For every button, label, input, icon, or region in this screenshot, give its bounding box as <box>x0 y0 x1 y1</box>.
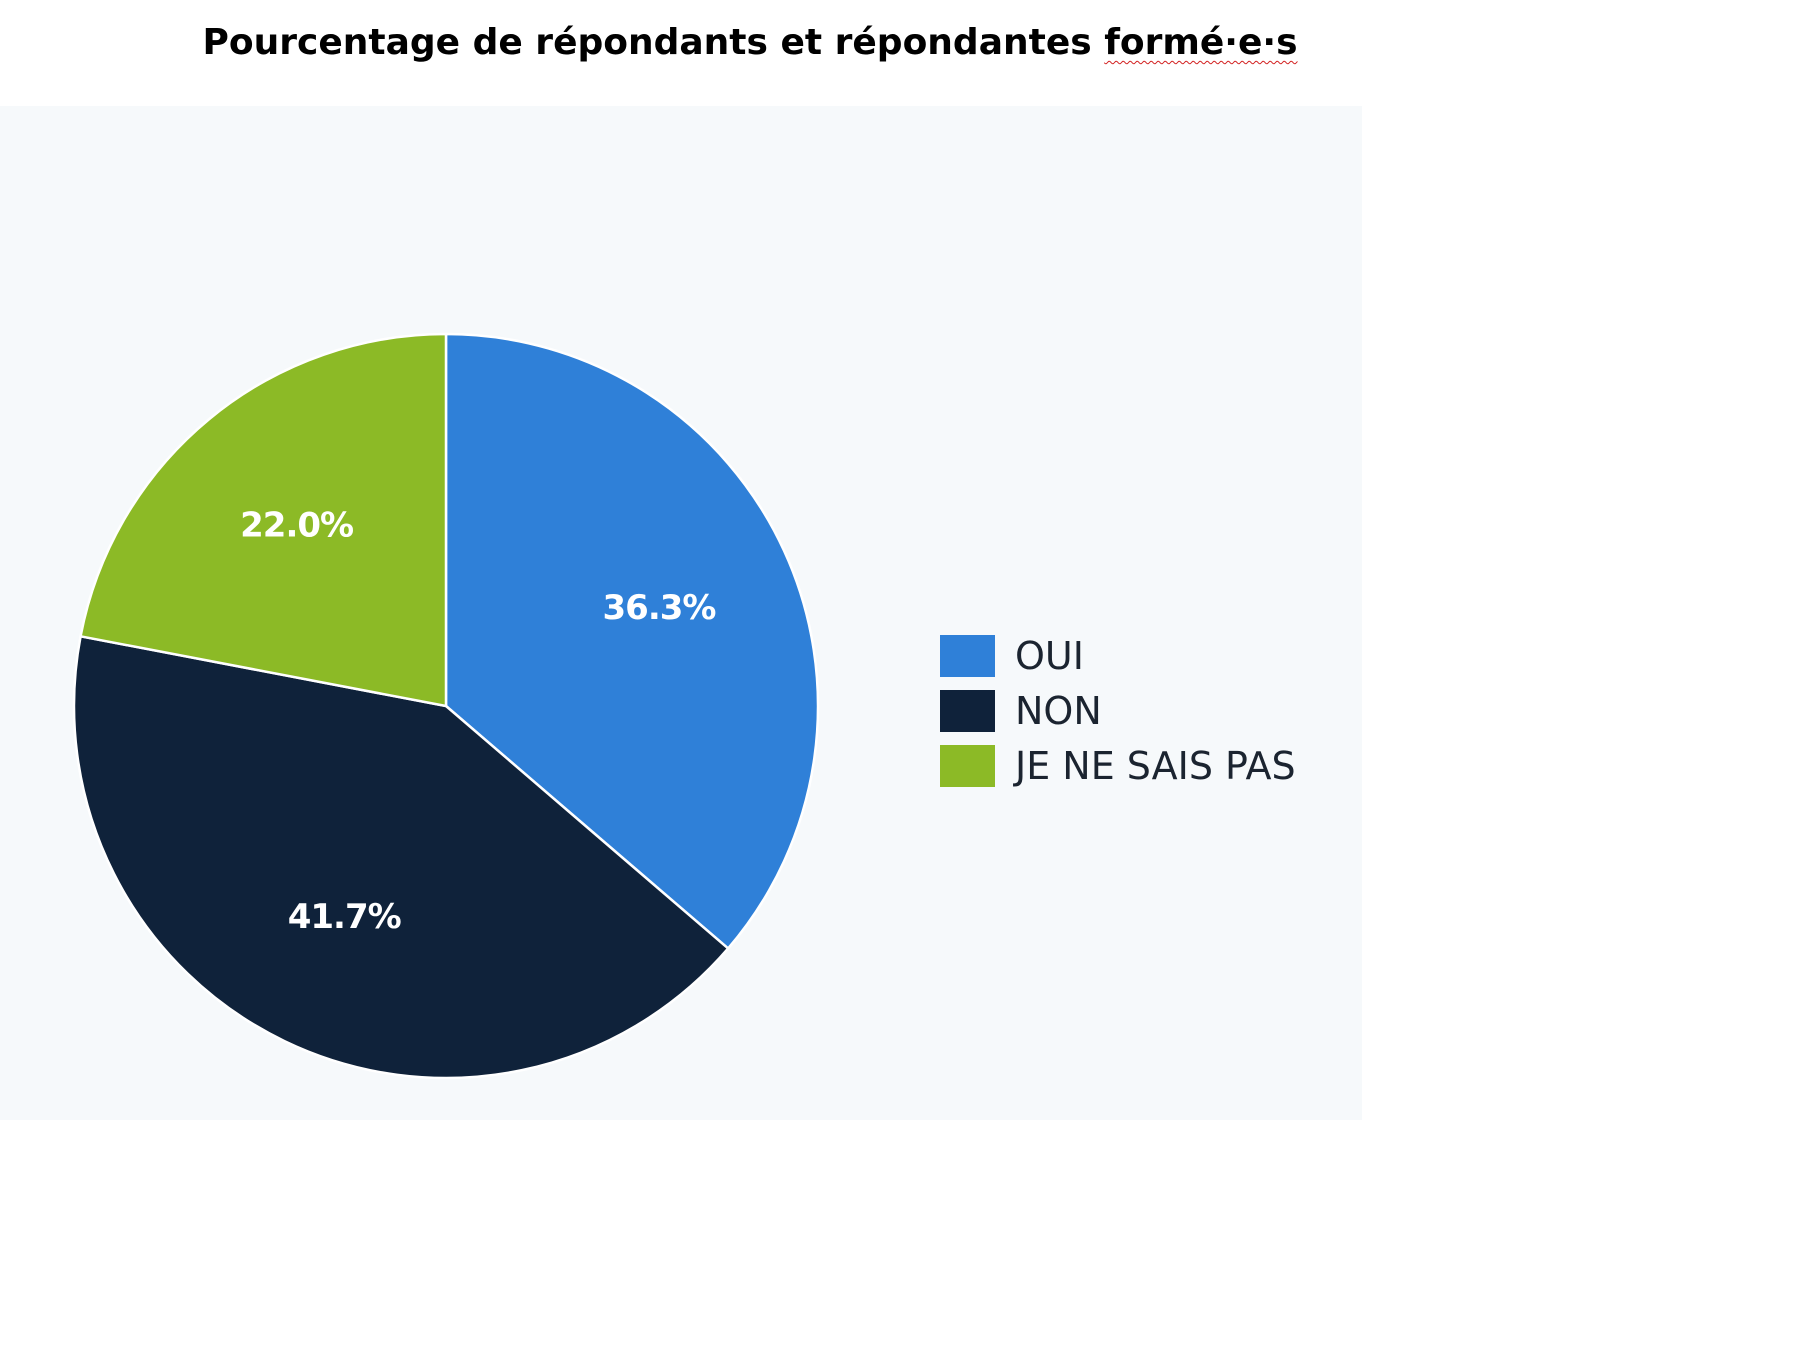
pie-slice-je-ne-sais-pas <box>79 332 448 708</box>
chart-title-tail: formé·e·s <box>1104 22 1298 63</box>
legend-swatch-oui <box>940 634 995 677</box>
chart-title-main: Pourcentage de répondants et répondantes <box>202 22 1105 63</box>
legend-item-je-ne-sais-pas: JE NE SAIS PAS <box>940 738 1296 793</box>
chart-panel: 36.3% 41.7% 22.0% OUI NON JE NE SAIS PAS <box>0 106 1362 1120</box>
legend: OUI NON JE NE SAIS PAS <box>940 628 1296 793</box>
legend-item-oui: OUI <box>940 628 1296 683</box>
legend-swatch-non <box>940 689 995 732</box>
legend-item-non: NON <box>940 683 1296 738</box>
pie-chart: 36.3% 41.7% 22.0% <box>72 332 820 1080</box>
legend-label-oui: OUI <box>1015 633 1084 678</box>
slice-label-oui: 36.3% <box>603 588 716 628</box>
legend-label-non: NON <box>1015 688 1102 733</box>
slice-label-je-ne-sais-pas: 22.0% <box>240 505 353 545</box>
legend-label-je-ne-sais-pas: JE NE SAIS PAS <box>1015 743 1296 788</box>
pie-slice-non <box>72 635 730 1080</box>
slice-label-non: 41.7% <box>288 897 401 937</box>
legend-swatch-je-ne-sais-pas <box>940 744 995 787</box>
chart-title: Pourcentage de répondants et répondantes… <box>0 22 1500 63</box>
pie-slice-oui <box>444 332 820 950</box>
